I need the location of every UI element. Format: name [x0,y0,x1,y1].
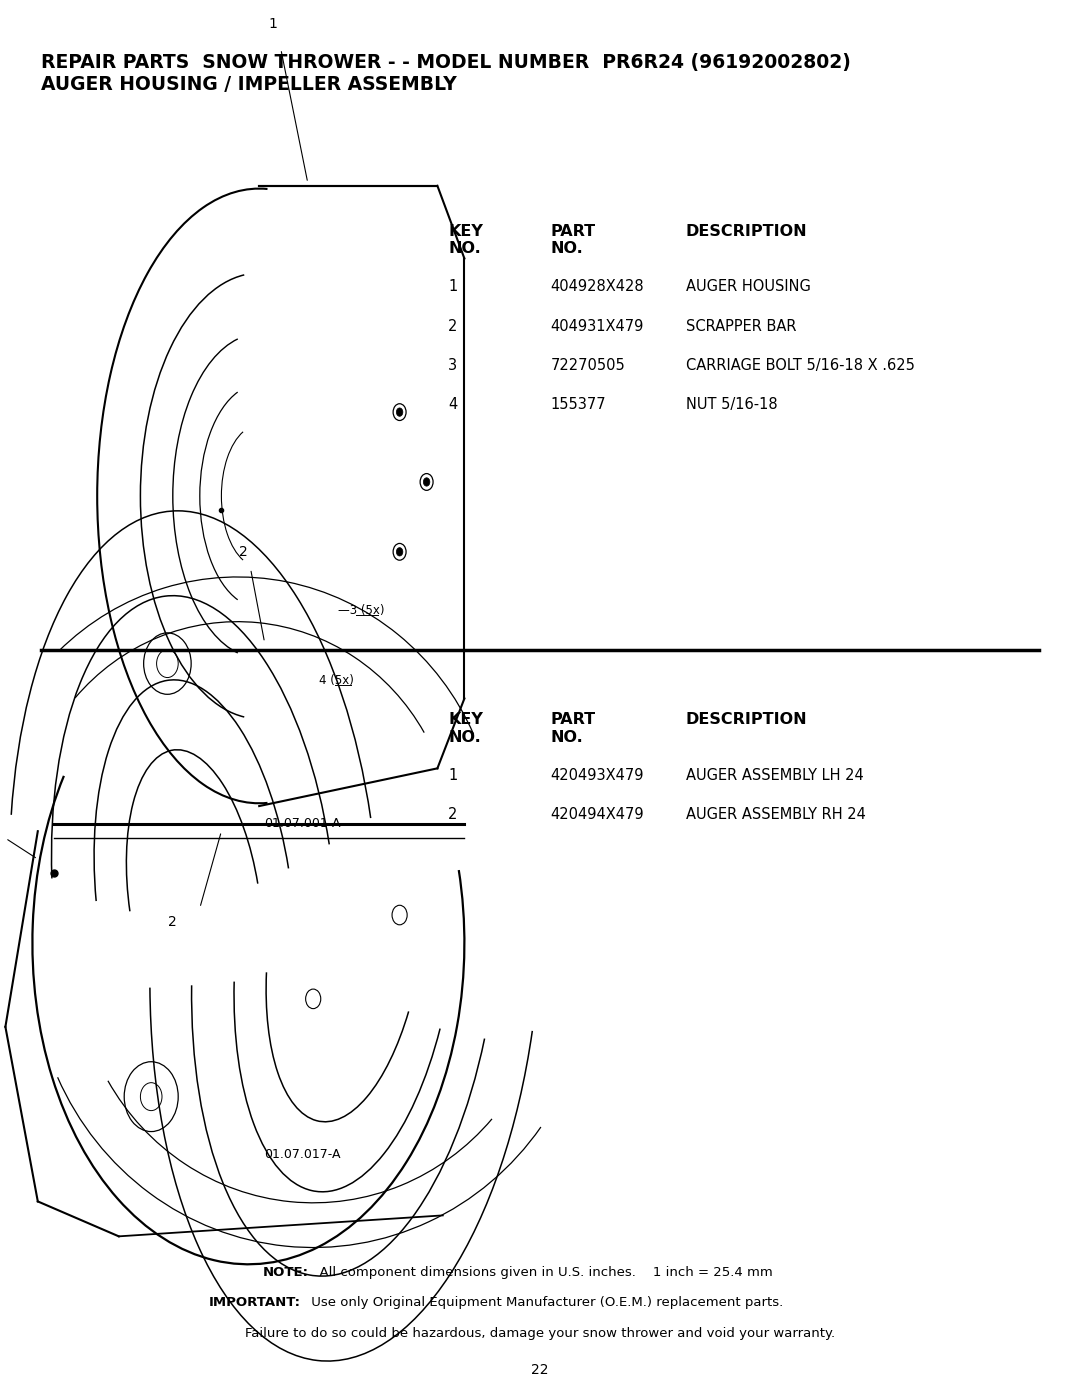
Text: NOTE:: NOTE: [262,1266,309,1278]
Text: REPAIR PARTS  SNOW THROWER - - MODEL NUMBER  PR6R24 (96192002802): REPAIR PARTS SNOW THROWER - - MODEL NUMB… [41,53,851,73]
Text: 2: 2 [448,319,458,334]
Text: 2: 2 [448,807,458,823]
Text: AUGER HOUSING: AUGER HOUSING [686,279,811,295]
Text: AUGER ASSEMBLY RH 24: AUGER ASSEMBLY RH 24 [686,807,866,823]
Text: 155377: 155377 [551,397,607,412]
Text: KEY
NO.: KEY NO. [448,712,483,745]
Text: 01.07.001-A: 01.07.001-A [265,817,340,830]
Text: 420494X479: 420494X479 [551,807,645,823]
Text: 1: 1 [448,279,458,295]
Text: 4: 4 [448,397,458,412]
Text: KEY
NO.: KEY NO. [448,224,483,256]
Text: DESCRIPTION: DESCRIPTION [686,712,808,728]
Text: All component dimensions given in U.S. inches.    1 inch = 25.4 mm: All component dimensions given in U.S. i… [311,1266,773,1278]
Text: 404928X428: 404928X428 [551,279,645,295]
Text: PART
NO.: PART NO. [551,224,596,256]
Text: 404931X479: 404931X479 [551,319,644,334]
Circle shape [396,408,403,416]
Text: PART
NO.: PART NO. [551,712,596,745]
Text: AUGER HOUSING / IMPELLER ASSEMBLY: AUGER HOUSING / IMPELLER ASSEMBLY [41,75,457,95]
Text: DESCRIPTION: DESCRIPTION [686,224,808,239]
Text: 2: 2 [239,545,247,559]
Text: 01.07.017-A: 01.07.017-A [265,1148,340,1161]
Text: 420493X479: 420493X479 [551,768,645,784]
Text: NUT 5/16-18: NUT 5/16-18 [686,397,778,412]
Text: 72270505: 72270505 [551,358,625,373]
Text: 1: 1 [269,17,278,31]
Text: AUGER ASSEMBLY LH 24: AUGER ASSEMBLY LH 24 [686,768,864,784]
Text: 3: 3 [448,358,457,373]
Text: SCRAPPER BAR: SCRAPPER BAR [686,319,796,334]
Text: Use only Original Equipment Manufacturer (O.E.M.) replacement parts.: Use only Original Equipment Manufacturer… [307,1296,783,1309]
Text: 1: 1 [448,768,458,784]
Circle shape [396,548,403,556]
Text: 2: 2 [168,915,177,929]
Text: —3 (5x): —3 (5x) [338,604,384,617]
Text: CARRIAGE BOLT 5/16-18 X .625: CARRIAGE BOLT 5/16-18 X .625 [686,358,915,373]
Text: IMPORTANT:: IMPORTANT: [208,1296,300,1309]
Text: Failure to do so could be hazardous, damage your snow thrower and void your warr: Failure to do so could be hazardous, dam… [245,1327,835,1340]
Circle shape [423,478,430,486]
Text: 22: 22 [531,1363,549,1377]
Text: 4 (5x): 4 (5x) [319,673,353,687]
